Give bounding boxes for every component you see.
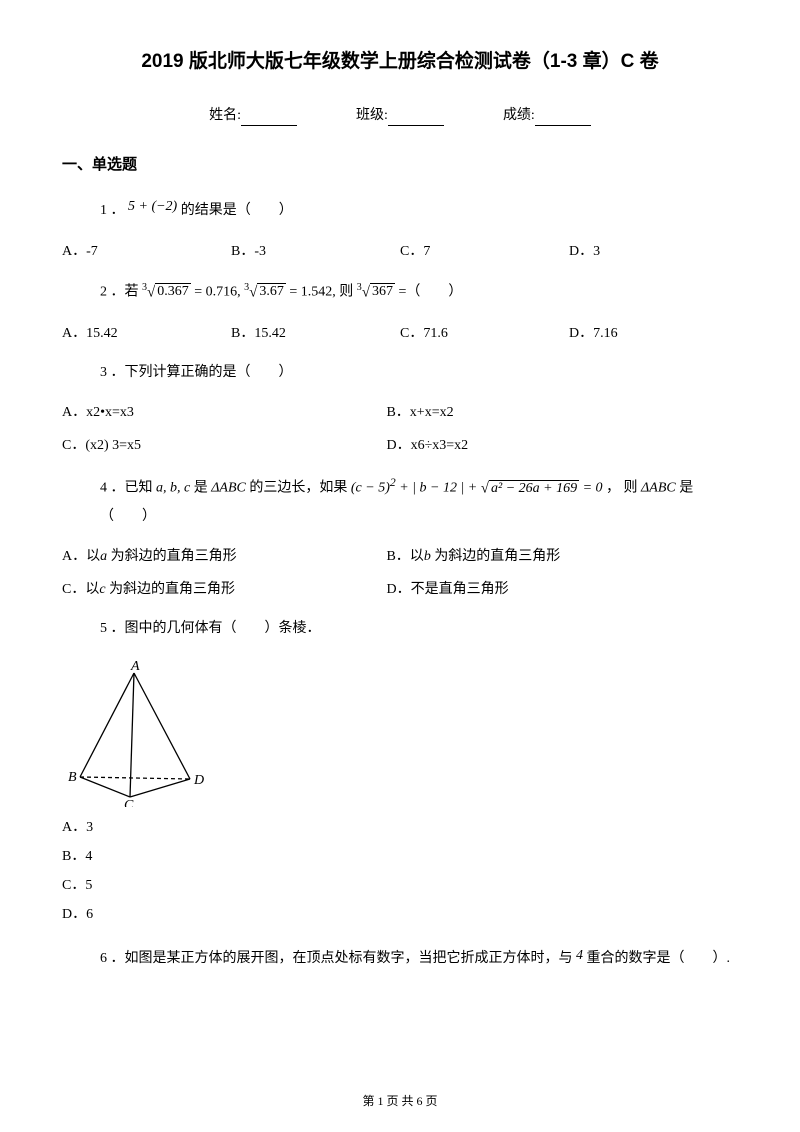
q4-exp-mid: + | b − 12 | + — [399, 481, 481, 496]
q3-options-row1: A．x2•x=x3 B．x+x=x2 — [62, 402, 738, 423]
vertex-b: B — [68, 770, 77, 785]
q5-opt-d[interactable]: D．6 — [62, 904, 738, 925]
vertex-c: C — [124, 798, 134, 807]
radical-icon: √ — [147, 284, 155, 300]
q4-options-row1: A．以a 为斜边的直角三角形 B．以b 为斜边的直角三角形 — [62, 546, 738, 567]
name-blank[interactable] — [241, 112, 297, 126]
q4-tri1: ΔABC — [211, 481, 246, 496]
q6-post: 重合的数字是（ ）. — [587, 951, 731, 966]
page-footer: 第 1 页 共 6 页 — [0, 1092, 800, 1110]
q4-mid1: 是 — [194, 481, 208, 496]
vertex-a: A — [130, 659, 140, 674]
q1-options: A．-7 B．-3 C．7 D．3 — [62, 241, 738, 262]
q6-pre: 6 ．如图是某正方体的展开图，在顶点处标有数字，当把它折成正方体时，与 — [100, 951, 573, 966]
q2-r2-val: = 1.542, 则 — [289, 284, 353, 299]
q4-abc: a, b, c — [156, 481, 190, 496]
q4-opt-b[interactable]: B．以b 为斜边的直角三角形 — [386, 546, 710, 567]
q1-opt-a[interactable]: A．-7 — [62, 241, 231, 262]
radical-icon: √ — [481, 481, 489, 497]
name-label: 姓名: — [209, 108, 241, 123]
q4-a-post: 为斜边的直角三角形 — [107, 549, 237, 564]
q4-opt-c[interactable]: C．以c 为斜边的直角三角形 — [62, 579, 386, 600]
section-1-header: 一、单选题 — [62, 154, 738, 177]
q4-mid2: 的三边长，如果 — [249, 481, 347, 496]
class-label: 班级: — [356, 108, 388, 123]
q2-r1-rad: 0.367 — [155, 283, 191, 299]
question-3: 3 ．下列计算正确的是（ ） — [62, 360, 738, 387]
q4-opt-a[interactable]: A．以a 为斜边的直角三角形 — [62, 546, 386, 567]
q4-opt-d[interactable]: D．不是直角三角形 — [386, 579, 710, 600]
question-4: 4 ．已知 a, b, c 是 ΔABC 的三边长，如果 (c − 5)2 + … — [62, 472, 738, 530]
q3-opt-a[interactable]: A．x2•x=x3 — [62, 402, 386, 423]
q4-exp-rad: a² − 26a + 169 — [489, 480, 579, 496]
q4-exp-open: (c − 5) — [351, 481, 390, 496]
q1-post: 的结果是（ ） — [181, 203, 293, 218]
q3-opt-d[interactable]: D．x6÷x3=x2 — [386, 435, 710, 456]
q2-opt-c[interactable]: C．71.6 — [400, 323, 569, 344]
q1-opt-d[interactable]: D．3 — [569, 241, 738, 262]
question-5: 5 ．图中的几何体有（ ）条棱． — [62, 616, 738, 643]
header-fields: 姓名: 班级: 成绩: — [62, 105, 738, 126]
q5-opt-a[interactable]: A．3 — [62, 817, 738, 838]
q3-opt-c[interactable]: C．(x2) 3=x5 — [62, 435, 386, 456]
q2-r1-val: = 0.716, — [194, 284, 244, 299]
question-2: 2 ．若 3√0.367 = 0.716, 3√3.67 = 1.542, 则 … — [62, 278, 738, 307]
question-1: 1 ． 5 + (−2) 的结果是（ ） — [62, 194, 738, 225]
score-label: 成绩: — [503, 108, 535, 123]
q4-c-pre: C．以 — [62, 582, 99, 597]
radical-icon: √ — [362, 284, 370, 300]
q4-b-var: b — [424, 549, 431, 564]
q4-tri2: ΔABC — [641, 481, 676, 496]
q1-pre: 1 ． — [100, 203, 125, 218]
q4-options-row2: C．以c 为斜边的直角三角形 D．不是直角三角形 — [62, 579, 738, 600]
q6-num: 4 — [576, 948, 583, 963]
q2-opt-d[interactable]: D．7.16 — [569, 323, 738, 344]
q1-opt-b[interactable]: B．-3 — [231, 241, 400, 262]
q4-exp-sq: 2 — [390, 476, 396, 489]
q2-r3-post: =（ ） — [399, 284, 463, 299]
pyramid-diagram: A B C D — [62, 659, 217, 807]
vertex-d: D — [193, 773, 204, 788]
q3-options-row2: C．(x2) 3=x5 D．x6÷x3=x2 — [62, 435, 738, 456]
score-blank[interactable] — [535, 112, 591, 126]
page-title: 2019 版北师大版七年级数学上册综合检测试卷（1-3 章）C 卷 — [62, 48, 738, 77]
q2-r3-rad: 367 — [370, 283, 395, 299]
question-6: 6 ．如图是某正方体的展开图，在顶点处标有数字，当把它折成正方体时，与 4 重合… — [62, 943, 738, 973]
q1-expr: 5 + (−2) — [128, 199, 177, 214]
q2-pre: 2 ．若 — [100, 284, 139, 299]
q4-pre: 4 ．已知 — [100, 481, 153, 496]
q4-a-pre: A．以 — [62, 549, 100, 564]
q2-opt-b[interactable]: B．15.42 — [231, 323, 400, 344]
q2-options: A．15.42 B．15.42 C．71.6 D．7.16 — [62, 323, 738, 344]
q5-opt-b[interactable]: B．4 — [62, 846, 738, 867]
q4-b-post: 为斜边的直角三角形 — [431, 549, 561, 564]
q5-opt-c[interactable]: C．5 — [62, 875, 738, 896]
q3-opt-b[interactable]: B．x+x=x2 — [386, 402, 710, 423]
q2-r2-rad: 3.67 — [257, 283, 286, 299]
q4-b-pre: B．以 — [386, 549, 423, 564]
q4-c-post: 为斜边的直角三角形 — [106, 582, 236, 597]
q2-opt-a[interactable]: A．15.42 — [62, 323, 231, 344]
q1-opt-c[interactable]: C．7 — [400, 241, 569, 262]
q4-exp-close: = 0 — [583, 481, 603, 496]
q4-post1: ， 则 — [606, 481, 638, 496]
class-blank[interactable] — [388, 112, 444, 126]
